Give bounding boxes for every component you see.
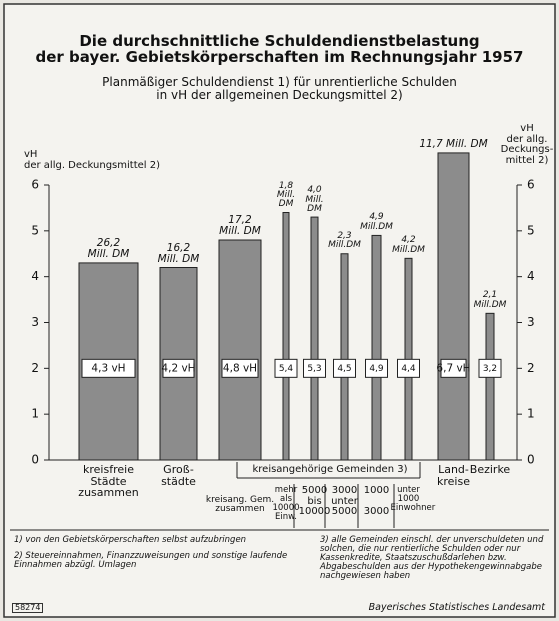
amount-label: 26,2 Mill. DM bbox=[87, 236, 130, 260]
bar bbox=[218, 239, 262, 461]
y-tick-label: 3 bbox=[31, 315, 39, 329]
y2-tick-label: 1 bbox=[527, 407, 535, 421]
source: Bayerisches Statistisches Landesamt bbox=[368, 602, 545, 613]
value-label: 4,4 bbox=[401, 364, 416, 374]
y-axis-label: vH der allg. Deckungsmittel 2) bbox=[24, 149, 160, 171]
y-tick-label: 4 bbox=[31, 269, 39, 283]
group-label: kreisangehörige Gemeinden 3) bbox=[252, 464, 408, 475]
y2-tick-label: 2 bbox=[527, 361, 535, 375]
bar bbox=[485, 312, 495, 461]
amount-label: 4,0 Mill. DM bbox=[305, 185, 324, 214]
x-tick-label: kreisang. Gem. zusammen bbox=[205, 495, 275, 515]
value-label: 3,2 bbox=[483, 364, 497, 374]
value-label-box bbox=[365, 358, 388, 378]
bar bbox=[310, 216, 319, 461]
footnote: 2) Steuereinnahmen, Finanzzuweisungen un… bbox=[14, 551, 288, 570]
value-label: 5,4 bbox=[279, 364, 294, 374]
value-label: 4,8 vH bbox=[223, 362, 257, 374]
y-tick-label: 5 bbox=[31, 223, 39, 237]
y-tick-label: 0 bbox=[31, 453, 39, 467]
amount-label: 16,2 Mill. DM bbox=[157, 241, 200, 265]
id-number: 58274 bbox=[12, 603, 44, 614]
y2-axis-label: vH der allg. Deckungs- mittel 2) bbox=[500, 123, 554, 166]
bar bbox=[340, 253, 349, 461]
value-label-box bbox=[81, 358, 136, 378]
amount-label: 1,8 Mill. DM bbox=[276, 180, 296, 210]
bar bbox=[282, 212, 290, 461]
amount-label: 2,1 Mill.DM bbox=[473, 290, 507, 310]
value-label-box bbox=[478, 358, 502, 378]
amount-label: 2,3 Mill.DM bbox=[328, 230, 361, 251]
value-label-box bbox=[333, 358, 356, 378]
x-tick-label: unter 1000 Einwohner bbox=[390, 485, 436, 513]
x-tick-label: Land- kreise bbox=[437, 463, 470, 488]
y2-tick-label: 6 bbox=[527, 178, 535, 192]
value-label: 5,3 bbox=[307, 364, 321, 374]
amount-label: 17,2 Mill. DM bbox=[219, 214, 261, 238]
footnote: 3) alle Gemeinden einschl. der unverschu… bbox=[320, 535, 544, 581]
value-label-box bbox=[221, 358, 259, 378]
value-label: 4,3 vH bbox=[91, 362, 125, 374]
footnote: 1) von den Gebietskörperschaften selbst … bbox=[14, 535, 247, 545]
chart-title: Die durchschnittliche Schuldendienstbela… bbox=[35, 32, 524, 66]
y2-tick-label: 3 bbox=[527, 315, 535, 329]
y-tick-label: 2 bbox=[31, 361, 39, 375]
value-label-box bbox=[162, 358, 195, 378]
value-label: 4,2 vH bbox=[161, 362, 195, 374]
x-tick-label: 1000 3000 bbox=[363, 485, 390, 517]
bar bbox=[371, 234, 382, 461]
bar bbox=[437, 152, 470, 461]
x-tick-label: 5000 bis 10000 bbox=[298, 485, 331, 517]
y2-tick-label: 4 bbox=[527, 269, 535, 283]
value-label-box bbox=[440, 358, 467, 378]
x-tick-label: Groß- städte bbox=[161, 463, 196, 488]
x-tick-label: kreisfreie Städte zusammen bbox=[78, 463, 139, 500]
value-label: 4,5 bbox=[337, 364, 351, 374]
value-label-box bbox=[274, 358, 298, 378]
amount-label: 11,7 Mill. DM bbox=[419, 137, 488, 150]
y-tick-label: 1 bbox=[31, 407, 39, 421]
value-label: 6,7 vH bbox=[436, 362, 470, 374]
value-label: 4,9 bbox=[369, 364, 384, 374]
y2-tick-label: 0 bbox=[527, 453, 535, 467]
amount-label: 4,2 Mill.DM bbox=[392, 235, 425, 255]
x-tick-label: Bezirke bbox=[469, 463, 511, 476]
x-tick-label: mehr als 10000 Einw. bbox=[272, 485, 300, 522]
value-label-box bbox=[303, 358, 326, 378]
amount-label: 4,9 Mill.DM bbox=[360, 212, 393, 232]
x-tick-label: 3000 unter 5000 bbox=[331, 485, 358, 517]
subtitle: Planmäßiger Schuldendienst 1) für unrent… bbox=[102, 75, 457, 102]
value-label-box bbox=[397, 358, 420, 378]
y-tick-label: 6 bbox=[31, 178, 39, 192]
y2-tick-label: 5 bbox=[527, 223, 535, 237]
